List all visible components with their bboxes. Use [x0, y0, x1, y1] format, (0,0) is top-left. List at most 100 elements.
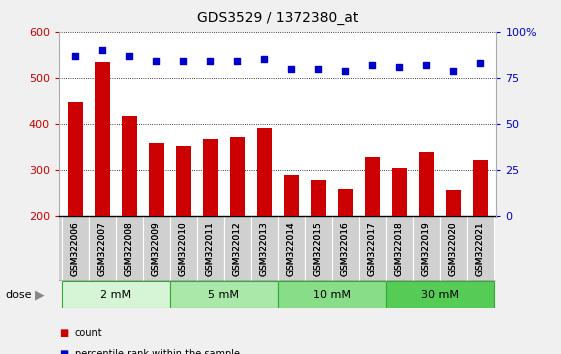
Text: GSM322017: GSM322017 [367, 221, 377, 276]
Text: GSM322019: GSM322019 [422, 221, 431, 276]
Bar [203, 139, 218, 216]
Text: GSM322010: GSM322010 [178, 221, 188, 276]
Text: ■: ■ [59, 349, 68, 354]
Point [151, 58, 160, 64]
Text: GSM322018: GSM322018 [395, 221, 404, 276]
Point [260, 57, 269, 62]
Point [449, 68, 458, 73]
Text: GSM322007: GSM322007 [98, 221, 107, 276]
Point [341, 68, 350, 73]
Text: GSM322006: GSM322006 [71, 221, 80, 276]
Bar [257, 127, 272, 216]
Text: GSM322020: GSM322020 [449, 221, 458, 276]
Text: 5 mM: 5 mM [208, 290, 239, 300]
Bar [386, 281, 494, 308]
Bar [142, 216, 169, 281]
Text: GSM322013: GSM322013 [260, 221, 269, 276]
Bar [122, 116, 136, 216]
Bar [116, 216, 142, 281]
Bar [332, 216, 358, 281]
Bar [89, 216, 116, 281]
Point [233, 58, 242, 64]
Bar [284, 175, 298, 216]
Bar [386, 216, 413, 281]
Text: GSM322018: GSM322018 [395, 221, 404, 276]
Text: GSM322020: GSM322020 [449, 221, 458, 276]
Point [422, 62, 431, 68]
Text: GSM322019: GSM322019 [422, 221, 431, 276]
Bar [413, 216, 440, 281]
Bar [116, 216, 142, 281]
Point [287, 66, 296, 72]
Point [206, 58, 215, 64]
Text: GSM322014: GSM322014 [287, 221, 296, 276]
Text: 2 mM: 2 mM [100, 290, 131, 300]
Bar [230, 137, 245, 216]
Text: GSM322017: GSM322017 [367, 221, 377, 276]
Bar [251, 216, 278, 281]
Text: GSM322016: GSM322016 [341, 221, 350, 276]
Bar [305, 216, 332, 281]
Bar [62, 216, 89, 281]
Text: GSM322008: GSM322008 [125, 221, 134, 276]
Text: GSM322011: GSM322011 [206, 221, 215, 276]
Bar [68, 102, 82, 216]
Bar [365, 157, 380, 216]
Text: GSM322008: GSM322008 [125, 221, 134, 276]
Bar [392, 168, 407, 216]
Bar [169, 216, 197, 281]
Point [125, 53, 134, 59]
Bar [311, 180, 325, 216]
Bar [224, 216, 251, 281]
Bar [169, 216, 197, 281]
Bar [332, 216, 358, 281]
Bar [386, 216, 413, 281]
Text: GSM322006: GSM322006 [71, 221, 80, 276]
Bar [278, 281, 386, 308]
Text: 10 mM: 10 mM [312, 290, 351, 300]
Bar [440, 216, 467, 281]
Bar [419, 153, 434, 216]
Bar [473, 160, 488, 216]
Point [98, 47, 107, 53]
Text: GSM322007: GSM322007 [98, 221, 107, 276]
Text: GSM322016: GSM322016 [341, 221, 350, 276]
Text: ■: ■ [59, 328, 68, 338]
Bar [467, 216, 494, 281]
Bar [278, 216, 305, 281]
Bar [169, 281, 278, 308]
Text: GSM322021: GSM322021 [476, 221, 485, 276]
Text: dose: dose [6, 290, 32, 300]
Bar [95, 62, 109, 216]
Bar [224, 216, 251, 281]
Bar [467, 216, 494, 281]
Point [476, 60, 485, 66]
Bar [197, 216, 224, 281]
Text: GSM322012: GSM322012 [233, 221, 242, 276]
Text: GSM322014: GSM322014 [287, 221, 296, 276]
Point [71, 53, 80, 59]
Bar [89, 216, 116, 281]
Bar [62, 281, 169, 308]
Bar [413, 216, 440, 281]
Bar [305, 216, 332, 281]
Text: GSM322011: GSM322011 [206, 221, 215, 276]
Text: GSM322015: GSM322015 [314, 221, 323, 276]
Bar [358, 216, 386, 281]
Point [178, 58, 187, 64]
Text: ▶: ▶ [35, 288, 45, 301]
Text: GDS3529 / 1372380_at: GDS3529 / 1372380_at [197, 11, 358, 25]
Bar [142, 216, 169, 281]
Bar [176, 146, 191, 216]
Text: GSM322009: GSM322009 [151, 221, 160, 276]
Bar [278, 216, 305, 281]
Text: count: count [75, 328, 102, 338]
Point [314, 66, 323, 72]
Text: GSM322012: GSM322012 [233, 221, 242, 276]
Text: GSM322009: GSM322009 [151, 221, 160, 276]
Text: GSM322021: GSM322021 [476, 221, 485, 276]
Text: GSM322010: GSM322010 [178, 221, 188, 276]
Bar [358, 216, 386, 281]
Point [395, 64, 404, 70]
Bar [251, 216, 278, 281]
